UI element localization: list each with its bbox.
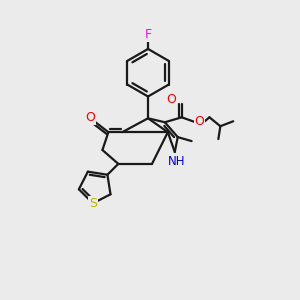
Text: S: S [89,197,97,210]
Text: NH: NH [168,155,185,168]
Text: O: O [85,111,95,124]
Text: O: O [195,115,205,128]
Text: O: O [166,93,176,106]
Text: F: F [145,28,152,40]
